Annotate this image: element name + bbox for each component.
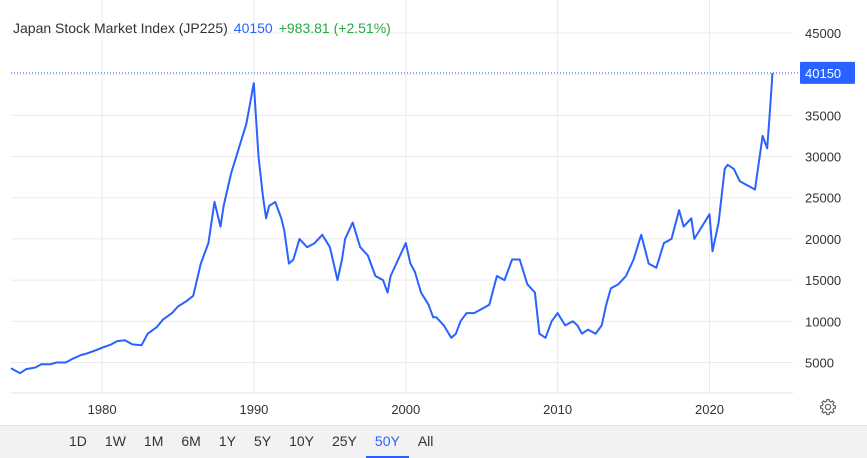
range-button-all[interactable]: All <box>417 432 434 449</box>
range-button-1m[interactable]: 1M <box>143 432 164 449</box>
x-axis-ticks: 1980 1990 2000 2010 2020 <box>88 402 724 417</box>
x-tick-label: 1980 <box>88 402 117 417</box>
range-button-10y[interactable]: 10Y <box>289 432 314 449</box>
last-price-label: 40150 <box>805 66 841 81</box>
range-button-6m[interactable]: 6M <box>181 432 201 449</box>
gear-icon[interactable] <box>819 398 837 416</box>
line-chart[interactable]: 1980 1990 2000 2010 2020 5000 10000 15000 20000… <box>0 0 867 425</box>
y-axis-ticks: 5000100001500020000250003000035000400004… <box>805 26 841 371</box>
y-tick-label: 35000 <box>805 108 841 123</box>
y-tick-label: 25000 <box>805 191 841 206</box>
range-button-1d[interactable]: 1D <box>69 432 87 449</box>
y-tick-label: 5000 <box>805 356 834 371</box>
current-price: 40150 <box>233 20 273 36</box>
y-tick-label: 45000 <box>805 26 841 41</box>
x-tick-label: 2020 <box>695 402 724 417</box>
index-title: Japan Stock Market Index (JP225) <box>13 20 228 36</box>
price-change: +983.81 (+2.51%) <box>278 20 391 36</box>
last-price-badge: 40150 <box>800 61 855 84</box>
x-tick-label: 2000 <box>391 402 420 417</box>
chart-area[interactable]: 1980 1990 2000 2010 2020 5000 10000 15000 20000… <box>0 0 867 425</box>
x-tick-label: 1990 <box>239 402 268 417</box>
range-button-1y[interactable]: 1Y <box>218 432 236 449</box>
y-tick-label: 30000 <box>805 150 841 165</box>
grid-lines <box>11 0 793 394</box>
y-tick-label: 20000 <box>805 232 841 247</box>
x-tick-label: 2010 <box>543 402 572 417</box>
range-button-1w[interactable]: 1W <box>104 432 126 449</box>
range-button-50y[interactable]: 50Y <box>365 427 409 458</box>
range-button-25y[interactable]: 25Y <box>331 432 357 449</box>
time-range-toolbar: 1D 1W 1M 6M 1Y 5Y 10Y 25Y 50Y All <box>0 425 867 458</box>
y-tick-label: 10000 <box>805 314 841 329</box>
price-series-line <box>10 72 774 375</box>
range-button-5y[interactable]: 5Y <box>253 432 272 449</box>
y-tick-label: 15000 <box>805 273 841 288</box>
chart-header: Japan Stock Market Index (JP225) 40150 +98… <box>13 20 391 36</box>
